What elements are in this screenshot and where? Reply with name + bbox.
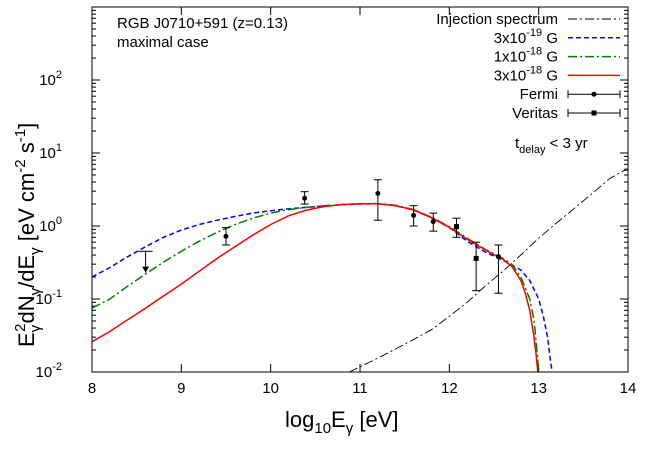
x-tick-label: 9 (177, 380, 185, 397)
fermi-point (302, 195, 308, 201)
series-line-0 (349, 169, 628, 372)
series-line-2 (92, 202, 540, 372)
case-annotation: maximal case (117, 34, 209, 51)
tick-labels: 8 9 10 11 12 13 14 10-2 10-1 100 101 102 (36, 69, 637, 397)
x-tick-label: 11 (352, 380, 368, 397)
y-tick-label: 101 (39, 142, 62, 162)
y-axis-label: Eγ2dNγ/dEγ [eV cm-2 s-1] (12, 123, 44, 347)
x-tick-label: 14 (620, 380, 637, 397)
delay-note: tdelay < 3 yr (515, 135, 588, 156)
y-tick-label: 102 (39, 69, 62, 89)
plot-frame (91, 6, 629, 373)
legend-marker (591, 91, 597, 97)
x-tick-label: 10 (262, 380, 279, 397)
legend-marker (591, 110, 597, 116)
x-tick-label: 12 (441, 380, 458, 397)
source-annotation: RGB J0710+591 (z=0.13) (117, 15, 288, 32)
fermi-point (223, 233, 229, 239)
y-tick-label: 10-2 (36, 361, 62, 381)
upper-limit-arrow (142, 266, 150, 273)
series-line-3 (92, 202, 539, 372)
data-points (138, 179, 503, 294)
veritas-point (453, 224, 459, 230)
legend-label: Injection spectrum (436, 11, 558, 28)
x-tick-label: 13 (530, 380, 547, 397)
legend-label: Fermi (520, 86, 558, 103)
legend-label: Veritas (512, 105, 558, 122)
legend-label: 1x10-18 G (494, 46, 558, 66)
x-tick-label: 8 (88, 380, 96, 397)
fermi-point (495, 254, 501, 260)
fermi-point (411, 212, 417, 218)
y-tick-label: 100 (39, 215, 62, 235)
x-axis-label: log10Eγ [eV] (285, 407, 398, 437)
fermi-point (375, 190, 381, 196)
veritas-point (473, 255, 479, 261)
y-tick-label: 10-1 (36, 288, 62, 308)
legend-label: 3x10-18 G (494, 64, 558, 84)
fermi-point (430, 219, 436, 225)
legend-label: 3x10-19 G (494, 27, 558, 47)
model-curves (92, 169, 628, 372)
